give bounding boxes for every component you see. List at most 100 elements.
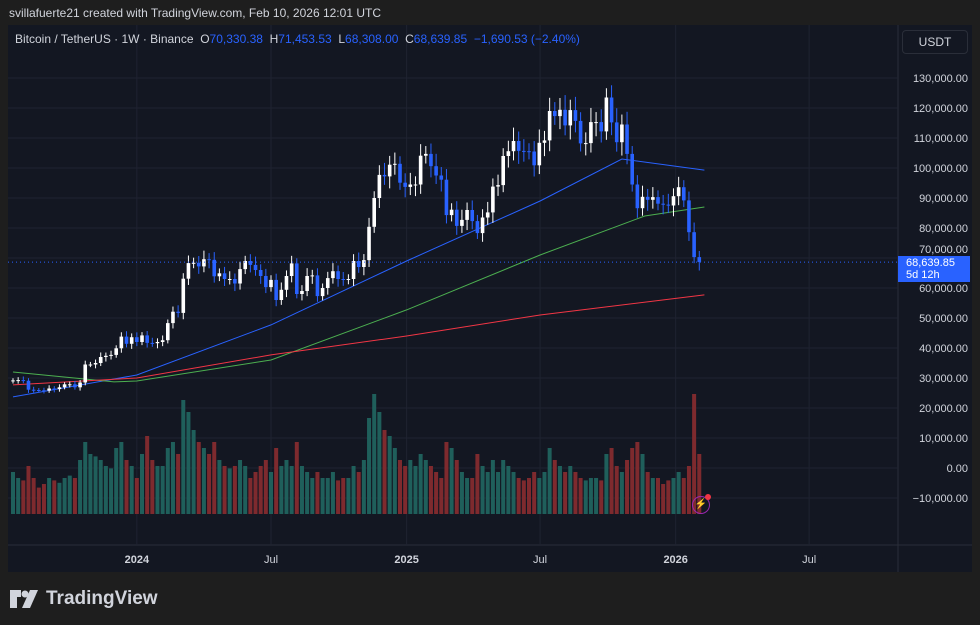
volume-bar — [501, 460, 506, 514]
candle-body — [264, 276, 268, 288]
volume-bar — [222, 466, 227, 514]
lightning-icon[interactable]: ⚡ — [692, 496, 710, 514]
volume-bar — [614, 466, 619, 514]
candle-body — [408, 184, 413, 187]
volume-bar — [588, 478, 593, 514]
price-tick-label: 0.00 — [947, 463, 968, 475]
price-tick-label: 10,000.00 — [919, 433, 968, 445]
volume-bar — [134, 478, 139, 514]
candle-body — [315, 275, 320, 297]
candle-body — [532, 151, 536, 166]
high-label: H — [269, 32, 279, 46]
tradingview-logo[interactable]: TradingView — [10, 588, 158, 610]
candle-body — [475, 221, 480, 234]
time-tick-label: 2024 — [125, 554, 150, 566]
volume-bar — [377, 412, 382, 514]
candle-body — [635, 184, 640, 209]
volume-bar — [119, 442, 124, 514]
candle-body — [558, 109, 562, 117]
price-tick-label: 60,000.00 — [919, 283, 968, 295]
volume-bar — [114, 448, 119, 514]
volume-bar — [93, 456, 98, 514]
candle-body — [26, 380, 31, 390]
volume-bar — [145, 436, 150, 514]
volume-bar — [170, 442, 175, 514]
volume-bar — [72, 478, 77, 514]
price-tick-label: 110,000.00 — [914, 133, 968, 145]
candle-body — [424, 153, 428, 156]
volume-bar — [686, 466, 691, 514]
volume-bar — [186, 412, 191, 514]
candle-body — [253, 264, 258, 270]
candle-body — [651, 197, 655, 200]
volume-bar — [336, 480, 341, 514]
symbol-name[interactable]: Bitcoin / TetherUS · 1W · Binance — [15, 32, 194, 46]
candle-body — [413, 184, 418, 186]
candle-body — [295, 263, 299, 294]
candle-body — [279, 289, 284, 300]
volume-bar — [583, 480, 588, 514]
volume-bar — [325, 478, 330, 514]
candle-body — [73, 384, 77, 388]
price-tick-label: 130,000.00 — [913, 73, 968, 85]
volume-bar — [418, 454, 423, 514]
currency-button[interactable]: USDT — [902, 30, 968, 54]
candle-body — [129, 337, 134, 344]
volume-bar — [284, 460, 289, 514]
price-tick-label: 20,000.00 — [919, 403, 968, 415]
volume-bar — [459, 472, 464, 514]
volume-bar — [243, 466, 248, 514]
volume-bar — [387, 436, 392, 514]
volume-bar — [382, 430, 387, 514]
volume-bar — [392, 448, 397, 514]
candle-body — [527, 151, 531, 153]
tradingview-logo-icon — [10, 590, 38, 608]
candle-body — [331, 271, 335, 279]
candle-body — [382, 174, 387, 177]
candle-body — [429, 153, 433, 167]
candle-body — [98, 357, 103, 363]
volume-bar — [645, 472, 650, 514]
volume-bar — [165, 448, 170, 514]
volume-bar — [176, 454, 181, 514]
candle-body — [599, 122, 604, 132]
time-tick-label: 2025 — [394, 554, 418, 566]
candle-body — [547, 111, 552, 141]
volume-bar — [299, 466, 304, 514]
volume-bar — [351, 466, 356, 514]
candle-body — [233, 279, 237, 284]
volume-bar — [196, 442, 201, 514]
volume-bar — [341, 478, 346, 514]
volume-bar — [692, 394, 697, 514]
volume-bar — [532, 472, 537, 514]
volume-bar — [609, 448, 614, 514]
candle-body — [362, 260, 366, 267]
volume-bar — [650, 478, 655, 514]
candle-body — [522, 150, 526, 152]
candle-body — [661, 203, 665, 205]
candle-body — [109, 354, 113, 356]
volume-bar — [666, 480, 671, 514]
volume-bar — [294, 442, 299, 514]
volume-bar — [356, 472, 361, 514]
candle-body — [491, 186, 495, 213]
volume-bar — [330, 472, 335, 514]
volume-bar — [140, 454, 144, 514]
candle-body — [52, 388, 57, 390]
candle-body — [274, 279, 278, 300]
candle-body — [496, 185, 500, 187]
volume-bar — [78, 460, 83, 514]
candle-body — [181, 278, 186, 313]
candle-body — [135, 337, 139, 342]
candle-body — [67, 384, 72, 386]
candle-body — [78, 382, 82, 388]
volume-bar — [465, 478, 470, 514]
candle-body — [186, 263, 191, 279]
volume-bar — [274, 448, 279, 514]
volume-bar — [506, 466, 511, 514]
volume-bar — [398, 460, 402, 514]
candle-body — [568, 110, 573, 126]
price-tick-label: 50,000.00 — [919, 313, 968, 325]
candle-body — [573, 110, 578, 121]
